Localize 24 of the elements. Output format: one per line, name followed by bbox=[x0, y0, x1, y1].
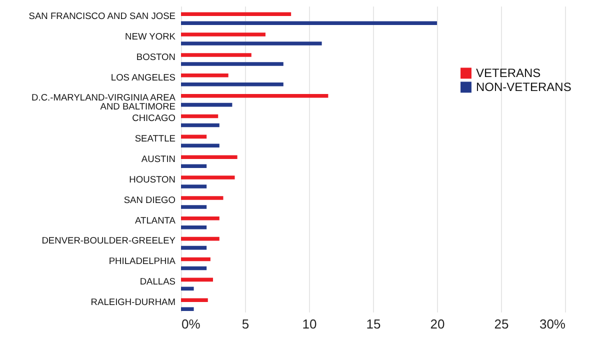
y-tick-label: CHICAGO bbox=[132, 113, 176, 124]
y-tick-label: PHILADELPHIA bbox=[108, 256, 176, 266]
legend-label: VETERANS bbox=[476, 66, 541, 80]
y-tick-label: NEW YORK bbox=[125, 31, 176, 42]
x-tick-label: 0% bbox=[182, 316, 201, 332]
x-tick-label: 15 bbox=[366, 316, 381, 332]
y-tick-label: RALEIGH-DURHAM bbox=[90, 296, 176, 307]
x-tick-label: 5 bbox=[242, 316, 250, 332]
x-tick-label: 20 bbox=[430, 316, 445, 332]
x-tick-label: 30% bbox=[539, 316, 566, 332]
y-tick-label: AUSTIN bbox=[141, 154, 176, 164]
y-tick-label: ATLANTA bbox=[135, 215, 176, 226]
y-tick-label: HOUSTON bbox=[129, 174, 176, 184]
y-tick-label: BOSTON bbox=[136, 52, 176, 62]
y-tick-label: D.C.-MARYLAND-VIRGINIA AREA AND BALTIMORE bbox=[32, 92, 176, 112]
x-tick-label: 25 bbox=[494, 316, 509, 332]
y-tick-label: SEATTLE bbox=[134, 134, 176, 144]
y-tick-label: SAN DIEGO bbox=[124, 194, 176, 205]
y-tick-label: SAN FRANCISCO AND SAN JOSE bbox=[28, 11, 176, 22]
y-tick-label: DENVER-BOULDER-GREELEY bbox=[42, 236, 176, 246]
y-tick-label: DALLAS bbox=[140, 276, 176, 287]
x-tick-label: 10 bbox=[302, 316, 317, 332]
y-tick-label: LOS ANGELES bbox=[110, 72, 176, 82]
legend-label: NON-VETERANS bbox=[476, 80, 572, 94]
